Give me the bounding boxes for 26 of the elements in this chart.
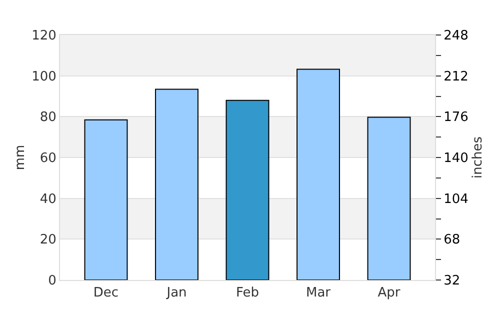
y2-tick-label: 68 bbox=[444, 232, 460, 248]
y-tick-label: 0 bbox=[48, 274, 56, 289]
y2-axis-title: inches bbox=[470, 136, 486, 179]
y2-tick-label: 248 bbox=[444, 28, 468, 44]
y2-tick-label: 32 bbox=[444, 274, 460, 289]
y-axis-title: mm bbox=[13, 144, 28, 170]
y2-tick-label: 104 bbox=[444, 192, 468, 207]
y2-tick-label: 140 bbox=[444, 151, 468, 166]
y-tick-label: 100 bbox=[32, 69, 56, 84]
y2-tick-label: 212 bbox=[444, 69, 468, 84]
y2-tick-label: 176 bbox=[444, 110, 468, 126]
bar bbox=[155, 88, 198, 280]
y-tick-label: 20 bbox=[40, 232, 56, 248]
bar bbox=[226, 100, 270, 280]
bar bbox=[367, 116, 411, 280]
x-tick-label: Dec bbox=[93, 286, 119, 301]
x-tick-label: Mar bbox=[306, 286, 332, 301]
bar bbox=[296, 68, 340, 280]
bar bbox=[84, 119, 128, 280]
x-tick-label: Feb bbox=[236, 286, 260, 301]
y-tick-label: 80 bbox=[40, 110, 56, 126]
y-tick-label: 40 bbox=[40, 192, 56, 207]
y-tick-label: 60 bbox=[40, 151, 56, 166]
y-tick-label: 120 bbox=[32, 28, 56, 44]
x-tick-label: Apr bbox=[378, 286, 401, 301]
x-tick-label: Jan bbox=[166, 286, 187, 301]
